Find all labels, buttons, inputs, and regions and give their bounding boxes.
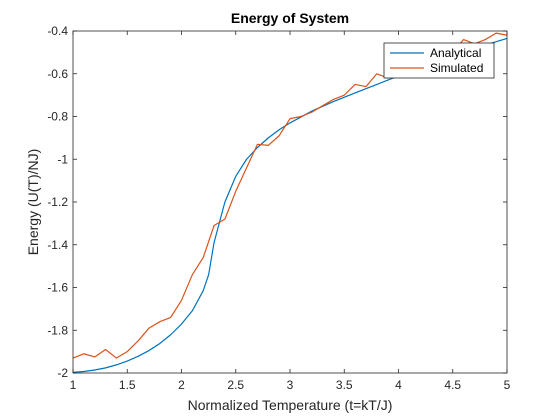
plot-area — [73, 31, 507, 373]
x-tick-label: 4.5 — [444, 378, 461, 392]
x-tick-label: 2 — [178, 378, 185, 392]
x-tick-label: 5 — [504, 378, 511, 392]
legend-label-analytical: Analytical — [430, 46, 481, 60]
y-axis: -2 -1.8 -1.6 -1.4 -1.2 -1 -0.8 -0.6 -0.4 — [47, 24, 507, 380]
y-tick-label: -0.6 — [47, 67, 68, 81]
y-tick-label: -0.8 — [47, 110, 68, 124]
x-axis-label: Normalized Temperature (t=kT/J) — [188, 397, 393, 413]
x-tick-label: 3 — [287, 378, 294, 392]
y-tick-label: -1 — [57, 152, 68, 166]
y-tick-label: -0.4 — [47, 24, 68, 38]
axes-background — [73, 31, 507, 373]
x-tick-label: 3.5 — [336, 378, 353, 392]
y-tick-label: -1.4 — [47, 238, 68, 252]
x-tick-label: 2.5 — [227, 378, 244, 392]
legend-label-simulated: Simulated — [430, 61, 483, 75]
x-tick-label: 1.5 — [119, 378, 136, 392]
legend-box — [383, 42, 495, 79]
y-tick-label: -1.2 — [47, 195, 68, 209]
y-tick-label: -1.6 — [47, 281, 68, 295]
chart-title: Energy of System — [231, 10, 349, 26]
y-tick-label: -1.8 — [47, 323, 68, 337]
x-tick-label: 1 — [70, 378, 77, 392]
x-axis: 1 1.5 2 2.5 3 3.5 4 4.5 5 — [70, 31, 511, 392]
x-tick-label: 4 — [395, 378, 402, 392]
y-axis-label: Energy (U(T)/NJ) — [25, 149, 41, 256]
y-tick-label: -2 — [57, 366, 68, 380]
